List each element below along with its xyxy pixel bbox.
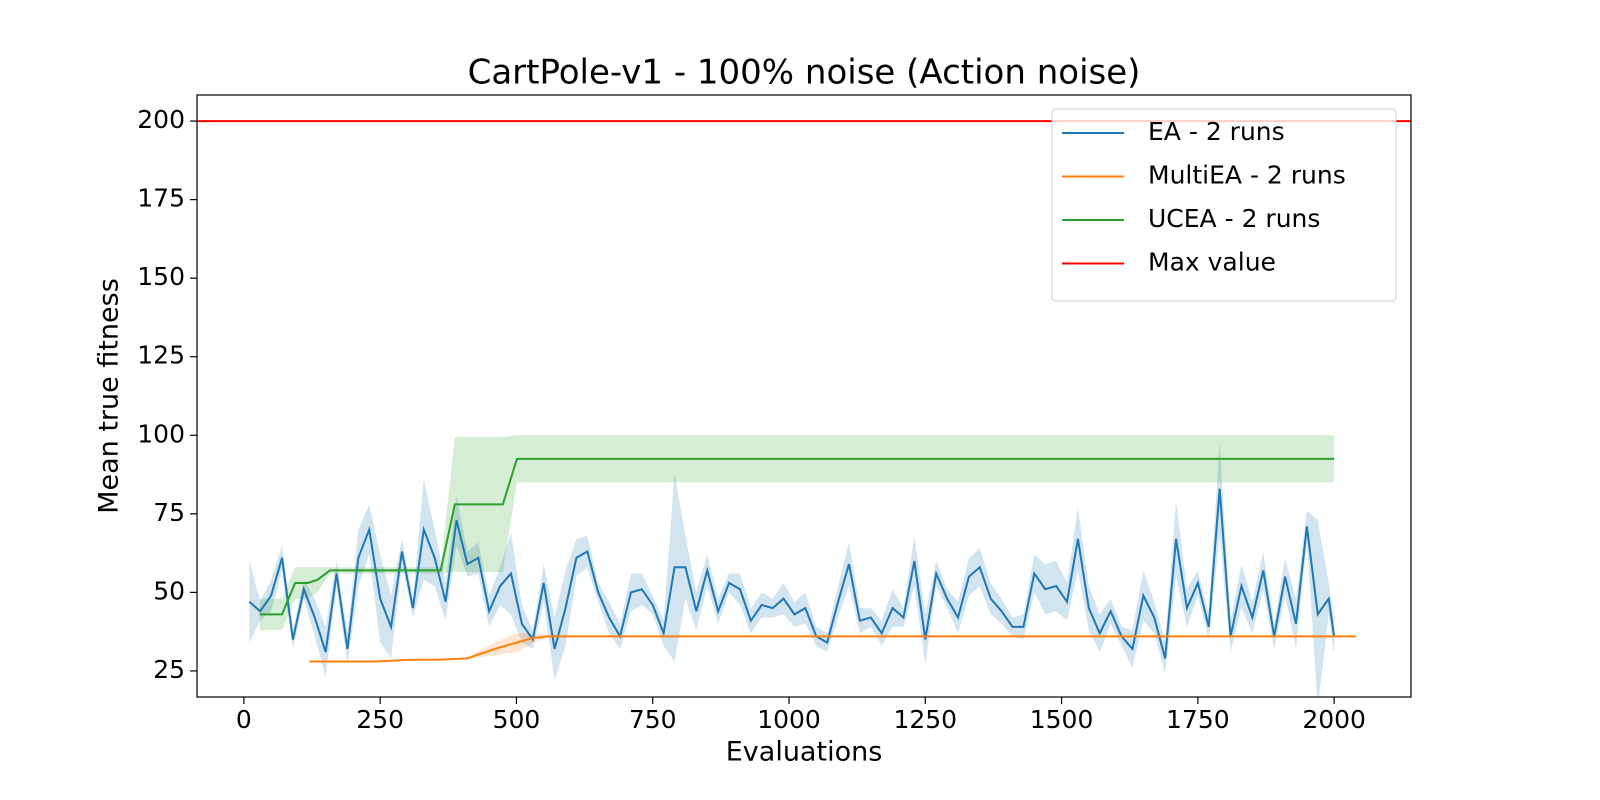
- legend-label: UCEA - 2 runs: [1148, 204, 1320, 233]
- x-tick-label: 2000: [1302, 705, 1366, 734]
- x-tick-label: 1250: [893, 705, 957, 734]
- legend-box: [1051, 108, 1397, 302]
- plot-area: [197, 120, 1411, 697]
- axes-frame: [196, 94, 1412, 698]
- y-tick-label: 75: [153, 498, 185, 527]
- series-line: [259, 457, 1335, 616]
- y-tick-label: 100: [137, 419, 185, 448]
- legend: EA - 2 runs MultiEA - 2 runs UCEA - 2 runs…: [1051, 108, 1397, 302]
- y-tick-label: 200: [137, 105, 185, 134]
- x-tick-label: 500: [493, 705, 541, 734]
- y-tick-label: 125: [137, 341, 185, 370]
- legend-label: EA - 2 runs: [1148, 117, 1285, 146]
- x-axis-label: Evaluations: [726, 737, 883, 768]
- x-tick-label: 1750: [1166, 705, 1230, 734]
- band: [249, 441, 1335, 697]
- y-axis-label: Mean true fitness: [94, 278, 125, 514]
- y-tick-label: 25: [153, 655, 185, 684]
- x-tick-label: 250: [356, 705, 404, 734]
- x-tick-label: 1500: [1030, 705, 1094, 734]
- legend-label: MultiEA - 2 runs: [1148, 161, 1346, 190]
- x-tick-label: 0: [236, 705, 252, 734]
- chart-title: CartPole-v1 - 100% noise (Action noise): [468, 53, 1141, 93]
- legend-label: Max value: [1148, 248, 1276, 277]
- series-line: [309, 635, 1356, 663]
- y-tick-label: 150: [137, 262, 185, 291]
- series-line: [248, 488, 1336, 659]
- x-tick-label: 1000: [757, 705, 821, 734]
- y-tick-label: 175: [137, 184, 185, 213]
- band: [259, 435, 1335, 631]
- y-tick-label: 50: [153, 576, 185, 605]
- x-tick-label: 750: [629, 705, 677, 734]
